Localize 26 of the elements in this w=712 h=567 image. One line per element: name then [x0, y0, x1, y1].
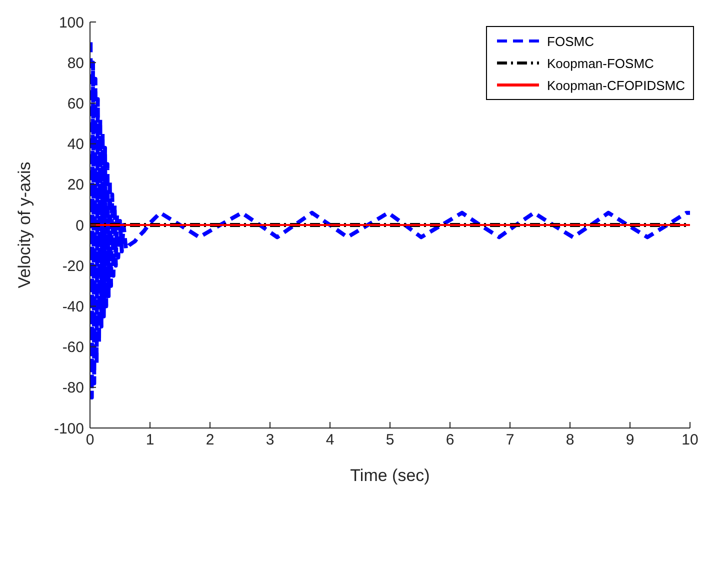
x-tick-label: 8 [566, 432, 574, 449]
x-tick-label: 2 [206, 432, 214, 449]
y-tick-label: 20 [67, 176, 84, 194]
y-tick-label: -100 [54, 420, 84, 438]
x-tick-label: 10 [682, 432, 698, 449]
y-tick-label: 0 [76, 217, 84, 234]
x-tick-label: 5 [386, 432, 394, 449]
x-tick-label: 6 [446, 432, 454, 449]
x-tick-label: 7 [506, 432, 514, 449]
y-tick-label: 60 [67, 96, 84, 113]
legend-label: FOSMC [547, 34, 594, 48]
y-tick-label: 40 [67, 136, 84, 154]
x-tick-label: 9 [626, 432, 634, 449]
x-tick-label: 4 [326, 432, 334, 449]
x-tick-label: 3 [266, 432, 274, 449]
y-tick-label: 80 [67, 54, 84, 72]
legend-label: Koopman-FOSMC [547, 56, 654, 70]
x-axis-title: Time (sec) [350, 466, 430, 485]
x-tick-label: 1 [146, 432, 154, 449]
y-tick-label: -80 [62, 380, 84, 397]
y-tick-label: 100 [58, 14, 84, 32]
y-tick-label: -40 [62, 298, 84, 316]
y-tick-label: -60 [62, 339, 84, 356]
y-axis-title: Velocity of y-axis [15, 162, 34, 288]
legend-label: Koopman-CFOPIDSMC [547, 78, 685, 92]
y-tick-label: -20 [62, 258, 84, 275]
